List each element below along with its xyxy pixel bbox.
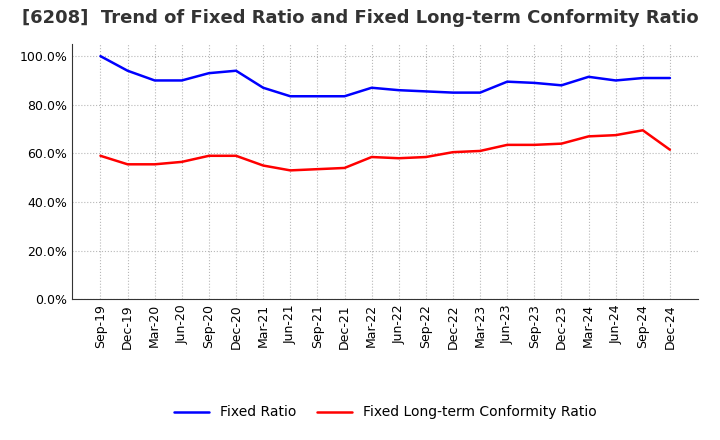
Fixed Ratio xyxy=(503,79,511,84)
Fixed Long-term Conformity Ratio xyxy=(557,141,566,146)
Fixed Ratio xyxy=(204,70,213,76)
Fixed Long-term Conformity Ratio xyxy=(611,132,620,138)
Fixed Ratio xyxy=(584,74,593,80)
Fixed Long-term Conformity Ratio xyxy=(476,148,485,154)
Fixed Ratio xyxy=(639,75,647,81)
Fixed Ratio xyxy=(313,94,322,99)
Fixed Ratio xyxy=(341,94,349,99)
Fixed Ratio xyxy=(232,68,240,73)
Fixed Ratio xyxy=(395,88,403,93)
Fixed Long-term Conformity Ratio xyxy=(123,161,132,167)
Line: Fixed Ratio: Fixed Ratio xyxy=(101,56,670,96)
Fixed Long-term Conformity Ratio xyxy=(395,156,403,161)
Fixed Ratio xyxy=(611,78,620,83)
Fixed Ratio xyxy=(476,90,485,95)
Fixed Long-term Conformity Ratio xyxy=(313,166,322,172)
Fixed Ratio xyxy=(259,85,268,90)
Line: Fixed Long-term Conformity Ratio: Fixed Long-term Conformity Ratio xyxy=(101,130,670,170)
Fixed Long-term Conformity Ratio xyxy=(421,154,430,160)
Fixed Long-term Conformity Ratio xyxy=(178,159,186,165)
Fixed Long-term Conformity Ratio xyxy=(639,128,647,133)
Fixed Ratio xyxy=(286,94,294,99)
Fixed Long-term Conformity Ratio xyxy=(503,142,511,147)
Fixed Long-term Conformity Ratio xyxy=(150,161,159,167)
Legend: Fixed Ratio, Fixed Long-term Conformity Ratio: Fixed Ratio, Fixed Long-term Conformity … xyxy=(168,400,602,425)
Fixed Long-term Conformity Ratio xyxy=(449,150,457,155)
Fixed Long-term Conformity Ratio xyxy=(530,142,539,147)
Text: [6208]  Trend of Fixed Ratio and Fixed Long-term Conformity Ratio: [6208] Trend of Fixed Ratio and Fixed Lo… xyxy=(22,9,698,27)
Fixed Ratio xyxy=(150,78,159,83)
Fixed Ratio xyxy=(367,85,376,90)
Fixed Long-term Conformity Ratio xyxy=(204,153,213,158)
Fixed Ratio xyxy=(557,83,566,88)
Fixed Ratio xyxy=(421,89,430,94)
Fixed Long-term Conformity Ratio xyxy=(232,153,240,158)
Fixed Long-term Conformity Ratio xyxy=(286,168,294,173)
Fixed Ratio xyxy=(665,75,674,81)
Fixed Long-term Conformity Ratio xyxy=(584,134,593,139)
Fixed Ratio xyxy=(530,80,539,85)
Fixed Long-term Conformity Ratio xyxy=(665,147,674,152)
Fixed Long-term Conformity Ratio xyxy=(341,165,349,171)
Fixed Ratio xyxy=(96,54,105,59)
Fixed Long-term Conformity Ratio xyxy=(367,154,376,160)
Fixed Ratio xyxy=(178,78,186,83)
Fixed Long-term Conformity Ratio xyxy=(96,153,105,158)
Fixed Long-term Conformity Ratio xyxy=(259,163,268,168)
Fixed Ratio xyxy=(123,68,132,73)
Fixed Ratio xyxy=(449,90,457,95)
